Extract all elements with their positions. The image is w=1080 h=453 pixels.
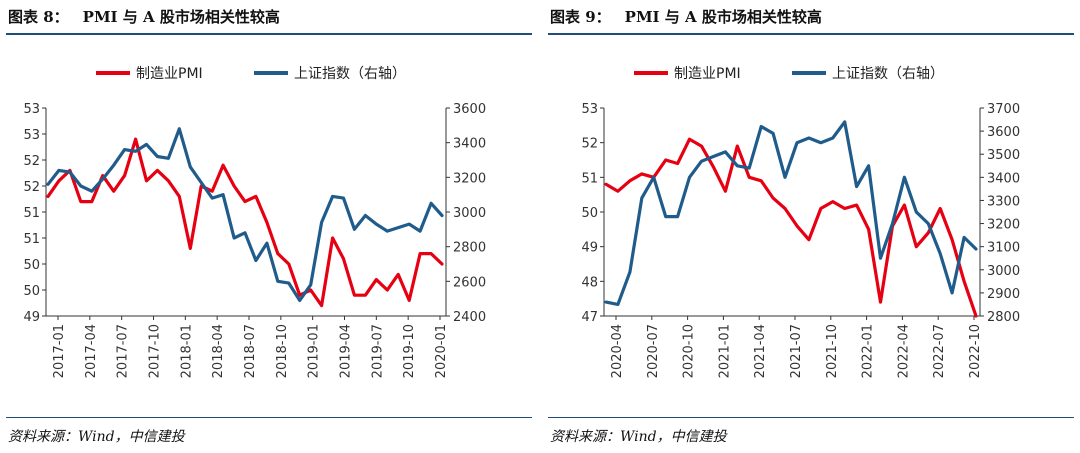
left-tick-label: 51 <box>581 171 598 186</box>
right-tick-label: 3300 <box>987 194 1020 209</box>
left-tick-label: 53 <box>23 102 40 117</box>
figure-8-chart: 制造业PMI 上证指数（右轴） 53 53 52 52 51 51 50 50 49 3600 3400… <box>23 66 486 378</box>
figure-8-title-text: PMI 与 A 股市场相关性较高 <box>82 8 280 26</box>
figure-9-top-rule <box>548 33 1074 35</box>
left-tick-label: 50 <box>23 284 40 299</box>
x-tick-label: 2017-10 <box>148 324 163 378</box>
right-tick-label: 2400 <box>453 310 486 325</box>
right-tick-label: 3000 <box>987 264 1020 279</box>
x-tick-label: 2021-01 <box>717 324 732 378</box>
figure-9-panel: 图表 9： PMI 与 A 股市场相关性较高 制造业PMI 上证指数（右轴） 53 52… <box>548 0 1074 453</box>
right-tick-label: 3600 <box>453 102 486 117</box>
figure-8-top-rule <box>6 33 532 35</box>
x-tick-label: 2017-04 <box>84 324 99 378</box>
left-tick-label: 52 <box>23 154 40 169</box>
x-tick-label: 2017-07 <box>116 324 131 378</box>
x-tick-label: 2020-01 <box>434 324 449 378</box>
left-tick-label: 53 <box>23 128 40 143</box>
right-tick-label: 3500 <box>987 148 1020 163</box>
x-tick-label: 2019-04 <box>339 324 354 378</box>
x-tick-label: 2018-01 <box>179 324 194 378</box>
figure-8-title: 图表 8： PMI 与 A 股市场相关性较高 <box>8 6 280 28</box>
left-tick-label: 52 <box>581 137 598 152</box>
figure-9-source: 资料来源：Wind，中信建投 <box>550 429 727 445</box>
right-tick-label: 2900 <box>987 287 1020 302</box>
left-tick-label: 52 <box>23 180 40 195</box>
x-tick-label: 2021-04 <box>753 324 768 378</box>
right-tick-label: 2800 <box>987 310 1020 325</box>
x-tick-label: 2019-01 <box>307 324 322 378</box>
x-tick-label: 2021-10 <box>825 324 840 378</box>
right-tick-label: 3100 <box>987 241 1020 256</box>
right-tick-label: 3400 <box>987 171 1020 186</box>
index-series-line <box>46 127 444 302</box>
right-tick-label: 3700 <box>987 102 1020 117</box>
right-tick-label: 2800 <box>453 241 486 256</box>
x-tick-label: 2021-07 <box>789 324 804 378</box>
x-tick-label: 2020-04 <box>610 324 625 378</box>
right-tick-label: 3200 <box>987 218 1020 233</box>
figure-8-panel: 图表 8： PMI 与 A 股市场相关性较高 制造业PMI 上证指数（右轴） 53 53… <box>6 0 532 453</box>
x-tick-label: 2022-10 <box>968 324 983 378</box>
right-tick-label: 3600 <box>987 125 1020 140</box>
figure-9-title: 图表 9： PMI 与 A 股市场相关性较高 <box>550 6 822 28</box>
index-series-line <box>604 120 978 306</box>
x-tick-label: 2019-07 <box>370 324 385 378</box>
figure-8-bottom-rule <box>6 417 532 418</box>
x-tick-label: 2020-07 <box>646 324 661 378</box>
legend-label-pmi: 制造业PMI <box>674 66 741 82</box>
pmi-series-line <box>604 137 978 318</box>
x-tick-label: 2017-01 <box>52 324 67 378</box>
x-tick-label: 2018-04 <box>211 324 226 378</box>
x-tick-label: 2022-04 <box>896 324 911 378</box>
x-tick-label: 2018-10 <box>275 324 290 378</box>
left-tick-label: 51 <box>23 232 40 247</box>
figure-9-title-text: PMI 与 A 股市场相关性较高 <box>624 8 822 26</box>
pmi-series-line <box>46 137 444 308</box>
right-tick-label: 2600 <box>453 275 486 290</box>
left-tick-label: 49 <box>23 310 40 325</box>
legend-label-index: 上证指数（右轴） <box>832 66 944 82</box>
figure-9-chart: 制造业PMI 上证指数（右轴） 53 52 51 50 49 48 47 3700 3600 3500… <box>581 66 1020 378</box>
left-tick-label: 47 <box>581 310 598 325</box>
x-tick-label: 2020-10 <box>682 324 697 378</box>
right-tick-label: 3400 <box>453 137 486 152</box>
left-tick-label: 53 <box>581 102 598 117</box>
legend-label-index: 上证指数（右轴） <box>294 66 406 82</box>
figure-8-label: 图表 8： <box>8 8 69 26</box>
x-tick-label: 2022-01 <box>861 324 876 378</box>
legend-label-pmi: 制造业PMI <box>136 66 203 82</box>
right-tick-label: 3000 <box>453 206 486 221</box>
left-tick-label: 48 <box>581 275 598 290</box>
x-tick-label: 2018-07 <box>243 324 258 378</box>
right-tick-label: 3200 <box>453 171 486 186</box>
x-tick-label: 2022-07 <box>932 324 947 378</box>
figure-8-source: 资料来源：Wind，中信建投 <box>8 429 185 445</box>
left-tick-label: 50 <box>23 258 40 273</box>
left-tick-label: 50 <box>581 206 598 221</box>
figure-9-label: 图表 9： <box>550 8 611 26</box>
left-tick-label: 51 <box>23 206 40 221</box>
left-tick-label: 49 <box>581 241 598 256</box>
x-tick-label: 2019-10 <box>402 324 417 378</box>
figure-9-bottom-rule <box>548 417 1074 418</box>
